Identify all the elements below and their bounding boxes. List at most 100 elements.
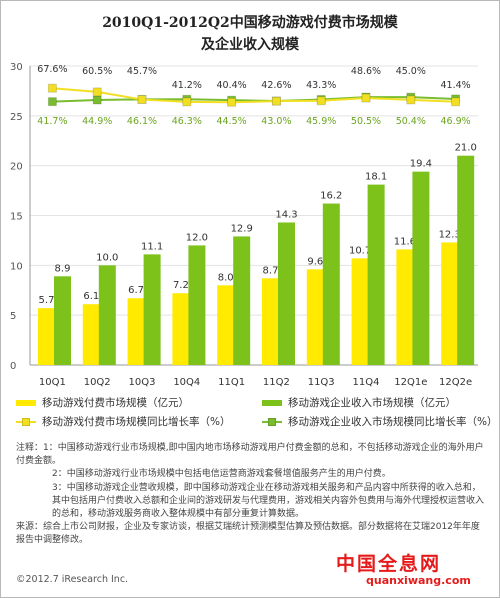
- note-source: 来源：综合上市公司财报，企业及专家访谈，根据艾瑞统计预测模型估算及预估数据。部分…: [16, 522, 480, 546]
- revenue-rate-marker: [92, 95, 102, 105]
- payment-rate-marker: [47, 83, 57, 93]
- revenue-rate-marker: [47, 97, 57, 107]
- x-tick-label: 11Q4: [353, 377, 380, 388]
- payment-rate-marker: [406, 95, 416, 105]
- payment-rate-marker: [316, 96, 326, 106]
- x-tick-label: 12Q2e: [439, 377, 472, 388]
- payment-rate-label: 45.0%: [396, 66, 426, 77]
- y-tick-label: 5: [10, 311, 16, 322]
- bar-payment-label: 8.7: [263, 265, 279, 276]
- x-tick-label: 10Q1: [39, 377, 66, 388]
- payment-rate-label: 41.4%: [441, 80, 471, 91]
- bar-revenue-label: 8.9: [55, 263, 71, 274]
- bar-payment-label: 9.6: [307, 256, 323, 267]
- bar-revenue: [143, 254, 161, 365]
- x-tick-label: 12Q1e: [394, 377, 427, 388]
- y-tick-label: 10: [10, 261, 23, 272]
- bar-revenue-label: 10.0: [96, 252, 118, 263]
- bar-revenue-label: 21.0: [455, 143, 477, 154]
- legend-payment-rate: 移动游戏付费市场规模同比增长率（%）: [16, 414, 230, 429]
- payment-rate-marker: [92, 87, 102, 97]
- y-tick-label: 15: [10, 212, 23, 223]
- payment-rate-label: 40.4%: [217, 80, 247, 91]
- payment-rate-label: 42.6%: [261, 80, 291, 91]
- y-tick-label: 30: [10, 62, 23, 73]
- bar-revenue: [367, 184, 385, 365]
- bar-payment-label: 5.7: [39, 295, 55, 306]
- revenue-rate-label: 44.9%: [82, 116, 112, 127]
- payment-rate-marker: [182, 97, 192, 107]
- chart-canvas: 0 5 10 15 20 25 30 5.7 8.9 10Q1 6.1 10.0 10Q2 6.7 11.1…: [10, 62, 478, 388]
- x-tick-label: 10Q4: [173, 377, 200, 388]
- y-tick-label: 20: [10, 162, 23, 173]
- payment-rate-marker: [137, 95, 147, 105]
- bar-payment: [306, 269, 324, 365]
- y-tick-label: 0: [10, 361, 16, 372]
- revenue-rate-label: 43.0%: [261, 116, 291, 127]
- bar-payment: [82, 304, 100, 365]
- bar-revenue: [188, 245, 206, 365]
- note-2: 2：中国移动游戏行业市场规模中包括电信运营商游戏套餐增值服务产生的用户付费。: [52, 469, 391, 480]
- bar-revenue: [278, 222, 295, 365]
- legend-revenue-rate-marker: [268, 418, 276, 426]
- bar-payment: [217, 285, 235, 365]
- revenue-rate-label: 41.7%: [37, 116, 67, 127]
- bar-revenue-label: 18.1: [365, 172, 387, 183]
- revenue-rate-line: [52, 96, 456, 103]
- payment-rate-line: [52, 87, 456, 104]
- bar-payment: [127, 298, 145, 365]
- bar-revenue: [322, 203, 340, 365]
- legend-revenue-bar-label: 移动游戏企业收入市场规模（亿元）: [288, 397, 456, 409]
- bar-revenue: [54, 276, 71, 365]
- notes: 注释：1：中国移动游戏行业市场规模,即中国内地市场移动游戏用户付费金额的总和，不…: [16, 442, 488, 548]
- watermark-url: quanxiwang.com: [366, 574, 471, 587]
- revenue-rate-label: 50.5%: [351, 116, 381, 127]
- chart-subtitle: 及企业收入规模: [201, 37, 299, 53]
- bar-revenue-label: 16.2: [320, 191, 342, 202]
- note-1: 注释：1：中国移动游戏行业市场规模,即中国内地市场移动游戏用户付费金额的总和，不…: [16, 443, 484, 467]
- bar-payment: [351, 258, 369, 365]
- bar-revenue-label: 11.1: [141, 241, 163, 252]
- x-tick-label: 11Q1: [218, 377, 245, 388]
- bar-payment-label: 8.0: [218, 272, 234, 283]
- bar-payment-label: 7.2: [173, 280, 189, 291]
- bar-payment: [441, 242, 459, 365]
- payment-rate-label: 45.7%: [127, 66, 157, 77]
- payment-rate-marker: [271, 96, 281, 106]
- payment-rate-label: 43.3%: [306, 80, 336, 91]
- bar-payment-label: 6.7: [128, 285, 144, 296]
- bar-payment-label: 6.1: [83, 291, 99, 302]
- revenue-rate-label: 46.9%: [441, 116, 471, 127]
- bar-payment-label: 12.3: [439, 229, 461, 240]
- legend-revenue-rate-label: 移动游戏企业收入市场规模同比增长率（%）: [288, 416, 498, 428]
- bar-payment: [396, 249, 414, 365]
- payment-rate-marker: [227, 97, 237, 107]
- x-tick-label: 11Q3: [308, 377, 335, 388]
- legend-revenue-bar: 移动游戏企业收入市场规模（亿元）: [262, 395, 456, 410]
- revenue-rate-label: 44.5%: [217, 116, 247, 127]
- legend-payment-rate-marker: [22, 418, 30, 426]
- bar-revenue-label: 12.0: [186, 232, 208, 243]
- chart-title: 2010Q1-2012Q2中国移动游戏付费市场规模: [102, 15, 398, 31]
- x-tick-label: 10Q2: [84, 377, 111, 388]
- bar-revenue: [233, 236, 251, 365]
- y-tick-label: 25: [10, 112, 23, 123]
- bar-revenue: [412, 171, 430, 365]
- payment-rate-label: 67.6%: [37, 64, 67, 75]
- bar-revenue: [457, 155, 475, 365]
- x-tick-label: 10Q3: [129, 377, 156, 388]
- bar-revenue-label: 19.4: [410, 159, 432, 170]
- legend-payment-bar-swatch: [16, 400, 36, 406]
- copyright: ©2012.7 iResearch Inc.: [16, 574, 129, 585]
- legend-payment-bar: 移动游戏付费市场规模（亿元）: [16, 395, 189, 410]
- revenue-rate-label: 45.9%: [306, 116, 336, 127]
- bar-payment: [262, 278, 279, 365]
- x-tick-label: 11Q2: [263, 377, 290, 388]
- revenue-rate-label: 46.1%: [127, 116, 157, 127]
- legend-payment-bar-label: 移动游戏付费市场规模（亿元）: [42, 397, 189, 409]
- legend-revenue-rate: 移动游戏企业收入市场规模同比增长率（%）: [262, 414, 497, 429]
- note-3: 3：中国移动游戏企业营收规模，即中国移动游戏企业在移动游戏相关服务和产品内容中所…: [52, 482, 485, 520]
- legend-revenue-bar-swatch: [262, 400, 282, 406]
- revenue-rate-label: 46.3%: [172, 116, 202, 127]
- bar-payment-label: 11.6: [394, 236, 416, 247]
